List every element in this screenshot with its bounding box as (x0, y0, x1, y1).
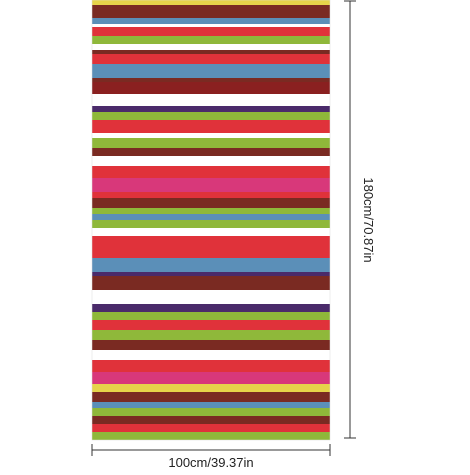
stripe (92, 228, 330, 236)
towel (91, 0, 331, 441)
stripe (92, 304, 330, 312)
stripe (92, 290, 330, 304)
towel-outline (91, 0, 331, 441)
stripe (92, 198, 330, 208)
stripe (92, 320, 330, 330)
stripe (92, 272, 330, 276)
stripe (92, 178, 330, 192)
stripe (92, 18, 330, 24)
stripe (92, 432, 330, 440)
stripe (92, 78, 330, 82)
stripe (92, 54, 330, 64)
stripe (92, 214, 330, 220)
stripe (92, 392, 330, 402)
stripe (92, 138, 330, 148)
stripe (92, 340, 330, 350)
stripe (92, 350, 330, 360)
stripe (92, 276, 330, 290)
stripe (92, 64, 330, 78)
stripe (92, 312, 330, 320)
stripe (92, 94, 330, 106)
stripe (92, 5, 330, 18)
stripe (92, 148, 330, 156)
stripe (92, 106, 330, 112)
stripe (92, 24, 330, 27)
stripe (92, 330, 330, 340)
height-label: 180cm/70.87in (361, 177, 376, 262)
stripe (92, 236, 330, 242)
stripe (92, 192, 330, 198)
width-label: 100cm/39.37in (168, 455, 253, 470)
stripe (92, 242, 330, 258)
stripe (92, 208, 330, 214)
stripe (92, 408, 330, 416)
stripe (92, 220, 330, 228)
stripe (92, 166, 330, 178)
stripe (92, 112, 330, 120)
stripe (92, 133, 330, 138)
stripe (92, 360, 330, 372)
stripe (92, 0, 330, 5)
stripe (92, 27, 330, 36)
stripe (92, 258, 330, 272)
stripe (92, 50, 330, 54)
stripe (92, 82, 330, 94)
stripe (92, 36, 330, 44)
stripe (92, 120, 330, 133)
stripe (92, 44, 330, 50)
stripe (92, 156, 330, 166)
stripe (92, 402, 330, 408)
stripe (92, 372, 330, 384)
stripe (92, 424, 330, 432)
stripe (92, 384, 330, 392)
stripe (92, 416, 330, 424)
